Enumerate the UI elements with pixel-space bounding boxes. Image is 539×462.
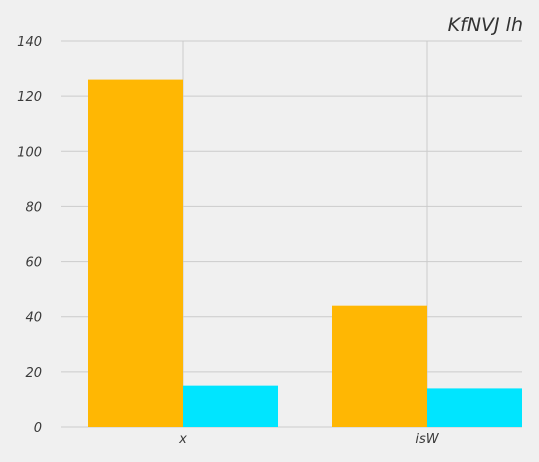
y-tick-label: 40: [25, 311, 42, 326]
y-tick-label: 100: [17, 145, 42, 160]
y-tick-label: 140: [17, 35, 42, 50]
bar-x-series-1: [88, 79, 183, 427]
bar-isW-series-1: [332, 305, 427, 427]
y-tick-label: 120: [17, 90, 42, 105]
x-tick-label: x: [178, 432, 187, 447]
y-tick-label: 60: [25, 256, 42, 271]
y-tick-label: 20: [25, 366, 42, 381]
y-axis-ticks: 0 20 40 60 80 100 120 140: [17, 35, 42, 436]
x-axis-ticks: x isW: [178, 432, 440, 447]
bars: [88, 79, 522, 427]
y-tick-label: 0: [34, 421, 42, 436]
chart-title: KfNVJ lh: [448, 14, 523, 36]
bar-x-series-2: [183, 385, 278, 427]
x-tick-label: isW: [415, 432, 439, 447]
y-tick-label: 80: [25, 200, 42, 215]
bar-isW-series-2: [427, 388, 522, 427]
